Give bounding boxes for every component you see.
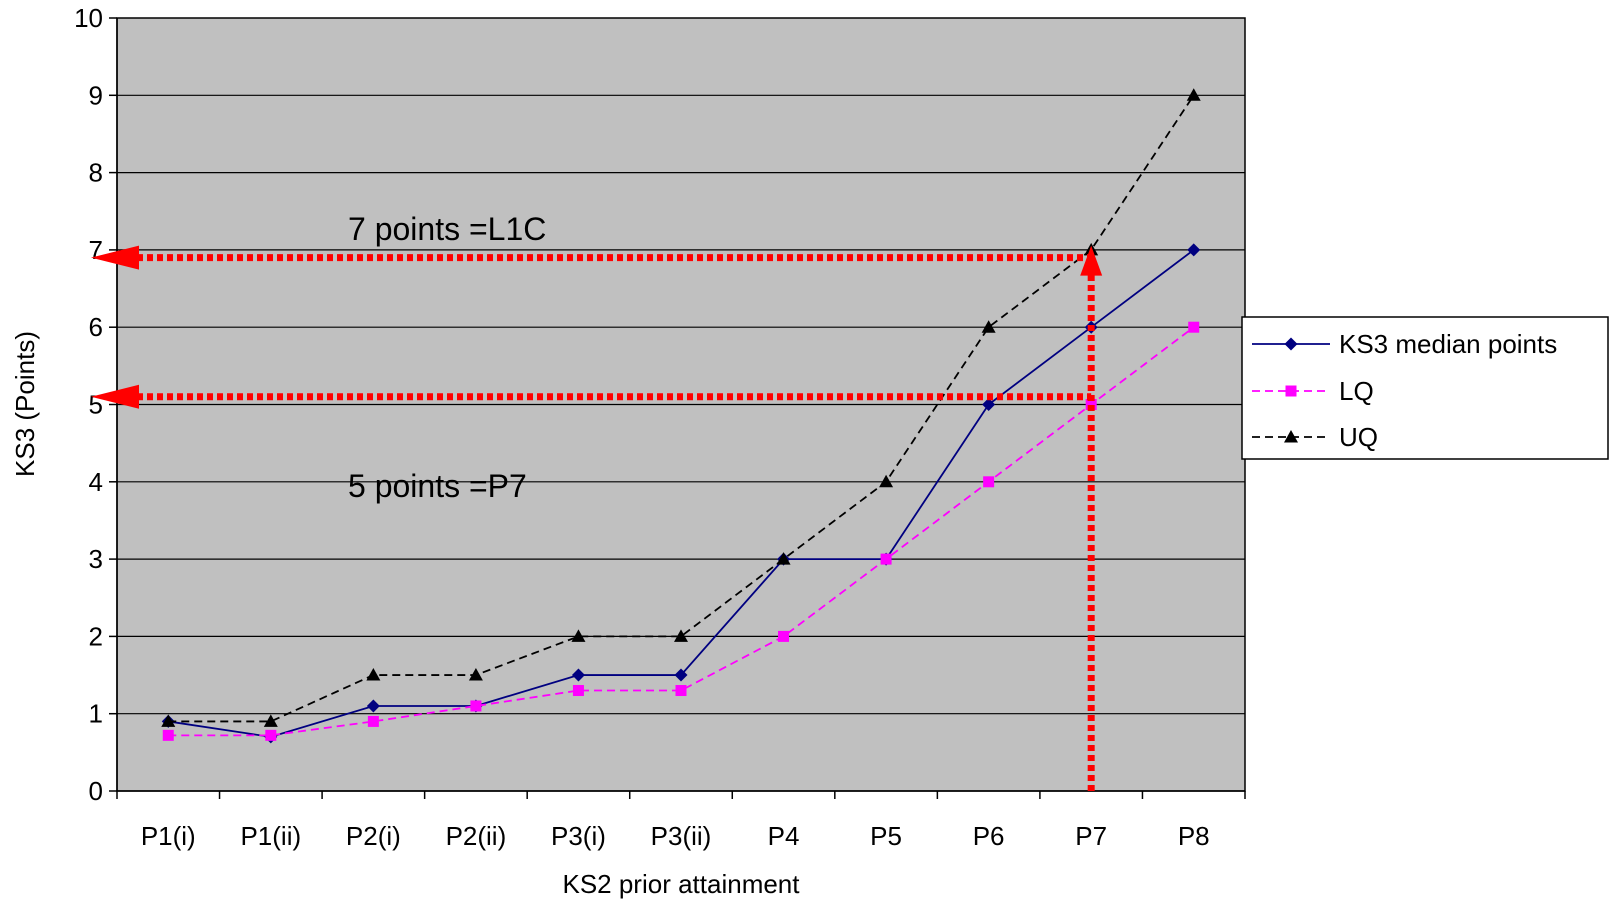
x-tick-label-10: P8 bbox=[1178, 821, 1210, 851]
y-axis-ticks: 0 1 2 3 4 5 6 7 8 9 10 bbox=[74, 3, 117, 806]
y-tick-label-4: 4 bbox=[89, 467, 103, 497]
y-tick-label-7: 7 bbox=[89, 235, 103, 265]
reference-arrows bbox=[91, 245, 1103, 791]
data-point-2-6 bbox=[776, 552, 791, 565]
reference-arrowhead-up bbox=[1080, 245, 1103, 276]
data-point-1-0 bbox=[162, 729, 174, 741]
data-point-1-1 bbox=[265, 729, 277, 741]
data-point-2-8 bbox=[981, 320, 996, 333]
series-line-1 bbox=[168, 326, 1195, 737]
annotation-p7: 5 points =P7 bbox=[348, 468, 527, 504]
x-axis-ticks: P1(i) P1(ii) P2(i) P2(ii) P3(i) P3(ii) P4 P5 P6 P… bbox=[116, 791, 1246, 851]
y-tick-label-3: 3 bbox=[89, 544, 103, 574]
legend-marker-shape-1 bbox=[1285, 385, 1297, 397]
x-tick-label-3: P2(ii) bbox=[446, 821, 507, 851]
y-tick-label-9: 9 bbox=[89, 80, 103, 110]
y-tick-label-10: 10 bbox=[74, 3, 103, 33]
data-point-1-9 bbox=[1085, 399, 1097, 410]
y-tick-label-2: 2 bbox=[89, 621, 103, 651]
legend-box bbox=[1241, 316, 1609, 460]
data-point-1-3 bbox=[470, 700, 482, 712]
data-point-2-7 bbox=[879, 474, 894, 488]
series-line-2 bbox=[168, 94, 1195, 723]
data-point-0-10 bbox=[1187, 243, 1201, 257]
y-tick-label-6: 6 bbox=[89, 312, 103, 342]
legend-marker-uq bbox=[1284, 430, 1298, 443]
annotation-l1c: 7 points =L1C bbox=[348, 211, 546, 247]
data-point-1-10 bbox=[1188, 321, 1200, 333]
data-point-1-6 bbox=[778, 630, 790, 642]
y-tick-label-1: 1 bbox=[89, 699, 103, 729]
data-point-1-8 bbox=[983, 476, 995, 488]
legend: KS3 median points LQ UQ bbox=[1241, 316, 1609, 460]
y-tick-label-0: 0 bbox=[89, 776, 103, 806]
data-point-2-3 bbox=[468, 668, 483, 681]
legend-marker-lq bbox=[1285, 385, 1297, 397]
x-tick-label-5: P3(ii) bbox=[651, 821, 712, 851]
data-point-2-4 bbox=[571, 629, 586, 642]
x-tick-label-8: P6 bbox=[973, 821, 1005, 851]
legend-label-ks3-median: KS3 median points bbox=[1339, 329, 1557, 359]
data-point-1-7 bbox=[880, 553, 892, 565]
y-axis-title: KS3 (Points) bbox=[10, 331, 40, 477]
data-point-2-0 bbox=[161, 714, 176, 727]
data-point-1-5 bbox=[675, 685, 687, 697]
reference-arrowhead-left-0 bbox=[91, 245, 139, 270]
y-tick-label-8: 8 bbox=[89, 158, 103, 188]
data-point-1-4 bbox=[572, 685, 584, 697]
x-tick-label-6: P4 bbox=[768, 821, 800, 851]
y-tick-label-5: 5 bbox=[89, 390, 103, 420]
series-group bbox=[161, 88, 1201, 744]
data-point-0-2 bbox=[366, 699, 380, 713]
series-1 bbox=[162, 321, 1200, 741]
data-point-2-1 bbox=[263, 714, 278, 727]
grid-lines bbox=[117, 94, 1245, 715]
x-tick-label-0: P1(i) bbox=[141, 821, 196, 851]
data-point-1-2 bbox=[367, 715, 379, 727]
data-point-2-10 bbox=[1186, 88, 1201, 101]
x-tick-label-7: P5 bbox=[870, 821, 902, 851]
data-point-2-5 bbox=[674, 629, 688, 642]
x-tick-label-4: P3(i) bbox=[551, 821, 606, 851]
legend-marker-shape-0 bbox=[1284, 337, 1298, 351]
x-tick-label-2: P2(i) bbox=[346, 821, 401, 851]
x-axis-title: KS2 prior attainment bbox=[562, 869, 800, 899]
legend-marker-shape-2 bbox=[1284, 430, 1298, 443]
data-point-0-4 bbox=[571, 668, 585, 682]
data-point-0-8 bbox=[982, 398, 996, 411]
legend-marker-ks3-median bbox=[1284, 337, 1298, 351]
legend-label-lq: LQ bbox=[1339, 376, 1374, 406]
data-point-0-5 bbox=[674, 668, 688, 682]
data-point-2-2 bbox=[366, 668, 381, 681]
legend-label-uq: UQ bbox=[1339, 422, 1378, 452]
x-tick-label-9: P7 bbox=[1075, 821, 1107, 851]
x-tick-label-1: P1(ii) bbox=[240, 821, 301, 851]
reference-arrowhead-left-1 bbox=[91, 384, 139, 409]
